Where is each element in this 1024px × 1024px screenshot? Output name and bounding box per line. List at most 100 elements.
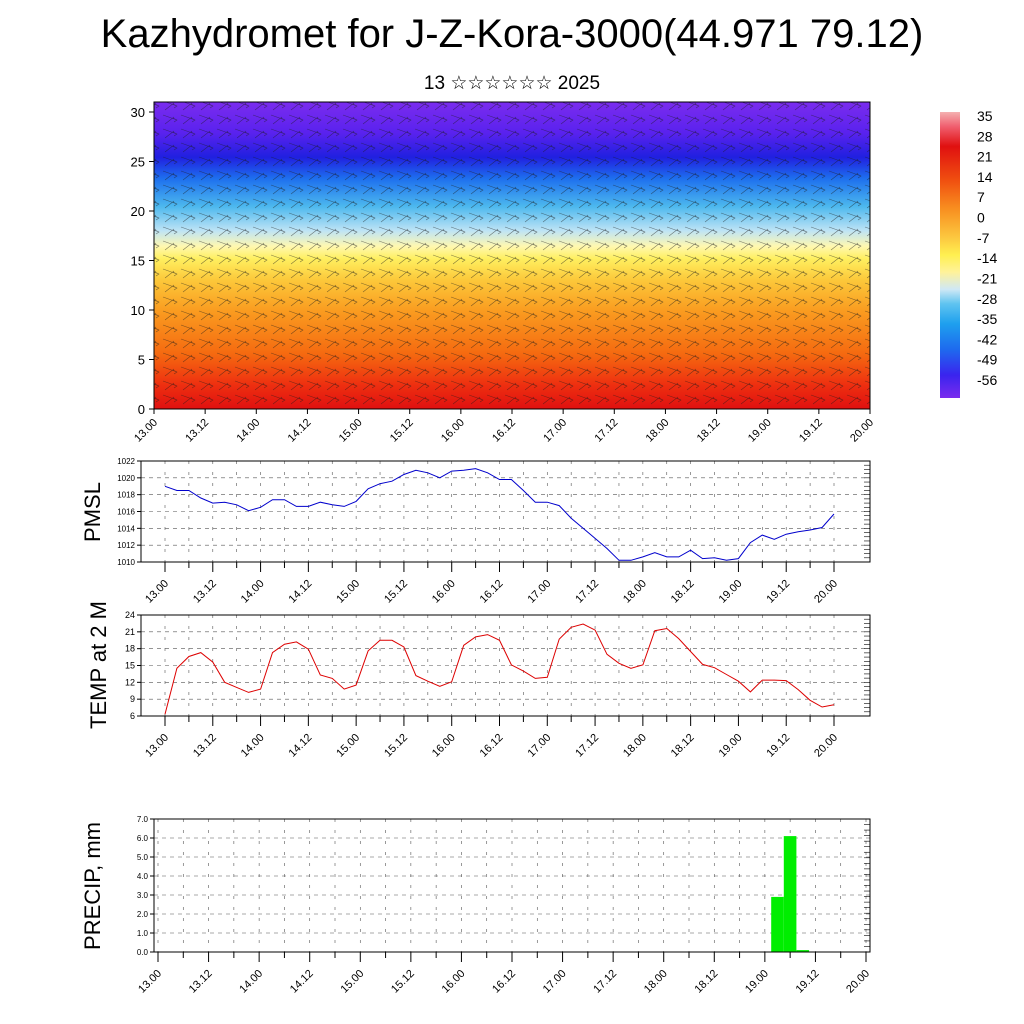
x-tick-label: 20.00 <box>844 968 872 996</box>
y-tick-label: 6 <box>130 711 135 721</box>
precip-bar <box>783 836 797 952</box>
colorbar-label: 0 <box>977 210 985 226</box>
cross-section-y-axis: 0 5 10 15 20 25 30 <box>131 105 154 417</box>
x-tick-label: 16.12 <box>490 968 518 996</box>
x-tick-label: 15.12 <box>382 732 410 760</box>
y-tick-label: 1012 <box>117 541 135 550</box>
temp-series-line <box>164 623 835 715</box>
cross-section-y-tick-label: 20 <box>131 204 145 219</box>
x-tick-label: 19.00 <box>717 578 745 606</box>
cross-section-x-tick-label: 14.12 <box>286 417 314 445</box>
cross-section-x-tick-label: 20.00 <box>848 417 876 445</box>
cross-section-y-tick-label: 5 <box>138 353 145 368</box>
x-tick-label: 19.00 <box>717 732 745 760</box>
y-tick-label: 24 <box>125 610 135 620</box>
x-tick-label: 18.12 <box>669 578 697 606</box>
x-tick-label: 19.00 <box>743 968 771 996</box>
y-tick-label: 18 <box>125 644 135 654</box>
cross-section-y-tick-label: 15 <box>131 254 145 269</box>
x-tick-label: 15.00 <box>334 578 362 606</box>
colorbar-labels: 35 28 21 14 7 0 -7 -14 -21 -28 -35 -42 -49 -56 <box>977 108 997 388</box>
y-tick-label: 3.0 <box>137 891 149 900</box>
cross-section-x-tick-label: 13.00 <box>132 417 160 445</box>
pmsl-grid <box>141 461 870 562</box>
x-tick-label: 13.12 <box>191 732 219 760</box>
temp-grid <box>141 615 870 716</box>
x-tick-label: 18.00 <box>621 578 649 606</box>
x-tick-label: 18.12 <box>692 968 720 996</box>
cross-section-y-tick-label: 10 <box>131 303 145 318</box>
y-tick-label: 4.0 <box>137 872 149 881</box>
colorbar-label: 28 <box>977 128 993 144</box>
x-tick-label: 13.12 <box>187 968 215 996</box>
y-tick-label: 6.0 <box>137 834 149 843</box>
x-tick-label: 17.12 <box>573 732 601 760</box>
y-tick-label: 21 <box>125 627 135 637</box>
x-tick-label: 13.00 <box>143 578 171 606</box>
cross-section-x-tick-label: 18.12 <box>695 417 723 445</box>
x-tick-label: 15.00 <box>334 732 362 760</box>
y-tick-label: 1016 <box>117 508 135 517</box>
x-tick-label: 13.00 <box>136 968 164 996</box>
x-tick-label: 16.12 <box>478 578 506 606</box>
x-tick-label: 18.00 <box>621 732 649 760</box>
cross-section-x-tick-label: 17.00 <box>541 417 569 445</box>
chart-title: Kazhydromet for J-Z-Kora-3000(44.971 79.… <box>100 12 924 56</box>
cross-section-x-tick-label: 16.12 <box>490 417 518 445</box>
pmsl-y-axis: 1010 1012 1014 1016 1018 1020 1022 <box>117 457 870 567</box>
x-tick-label: 13.00 <box>143 732 171 760</box>
x-tick-label: 16.00 <box>430 578 458 606</box>
x-tick-label: 17.12 <box>591 968 619 996</box>
wind-barbs-overlay <box>154 102 870 409</box>
precip-x-axis: 13.00 13.12 14.00 14.12 15.00 15.12 16.00 16.12… <box>136 952 872 996</box>
temp-panel: 6 9 12 15 18 21 24 13.00 13.12 14.00 14.12 15.00 15… <box>86 601 871 760</box>
cross-section-x-axis: 13.00 13.12 14.00 14.12 15.00 15.12 16.00 16.12… <box>132 409 876 445</box>
cross-section-x-tick-label: 18.00 <box>644 417 672 445</box>
x-tick-label: 16.00 <box>440 968 468 996</box>
temp-y-label: TEMP at 2 M <box>86 601 111 729</box>
pmsl-x-axis: 13.00 13.12 14.00 14.12 15.00 15.12 16.00 16.12… <box>143 562 840 606</box>
x-tick-label: 19.12 <box>764 578 792 606</box>
x-tick-label: 13.12 <box>191 578 219 606</box>
y-tick-label: 9 <box>130 694 135 704</box>
cross-section-x-tick-label: 13.12 <box>183 417 211 445</box>
precip-y-label: PRECIP, mm <box>80 822 105 950</box>
x-tick-label: 14.00 <box>239 578 267 606</box>
y-tick-label: 5.0 <box>137 853 149 862</box>
cross-section-x-tick-label: 15.00 <box>337 417 365 445</box>
colorbar: 35 28 21 14 7 0 -7 -14 -21 -28 -35 -42 -49 -56 <box>940 108 997 398</box>
y-tick-label: 1022 <box>117 457 135 466</box>
y-tick-label: 1018 <box>117 491 135 500</box>
x-tick-label: 15.12 <box>382 578 410 606</box>
y-tick-label: 7.0 <box>137 815 149 824</box>
cross-section-x-tick-label: 14.00 <box>234 417 262 445</box>
precip-bar <box>771 896 784 952</box>
temp-y-axis: 6 9 12 15 18 21 24 <box>125 610 870 721</box>
x-tick-label: 19.12 <box>764 732 792 760</box>
x-tick-label: 18.00 <box>642 968 670 996</box>
y-tick-label: 1014 <box>117 524 135 533</box>
y-tick-label: 1010 <box>117 558 135 567</box>
colorbar-gradient <box>940 112 960 398</box>
cross-section-y-tick-label: 0 <box>138 402 145 417</box>
x-tick-label: 17.12 <box>573 578 601 606</box>
precip-grid <box>154 819 870 952</box>
x-tick-label: 17.00 <box>541 968 569 996</box>
y-tick-label: 1.0 <box>137 929 149 938</box>
x-tick-label: 16.12 <box>478 732 506 760</box>
y-tick-label: 2.0 <box>137 910 149 919</box>
cross-section-x-tick-label: 17.12 <box>592 417 620 445</box>
colorbar-label: -28 <box>977 291 997 307</box>
pmsl-y-label: PMSL <box>80 482 105 542</box>
colorbar-label: -35 <box>977 311 997 327</box>
precip-bar <box>796 950 810 952</box>
x-tick-label: 15.00 <box>338 968 366 996</box>
colorbar-label: 21 <box>977 149 993 165</box>
x-tick-label: 14.12 <box>287 578 315 606</box>
cross-section-y-tick-label: 25 <box>131 155 145 170</box>
cross-section-y-tick-label: 30 <box>131 105 145 120</box>
cross-section-x-tick-label: 15.12 <box>388 417 416 445</box>
colorbar-label: -7 <box>977 230 990 246</box>
